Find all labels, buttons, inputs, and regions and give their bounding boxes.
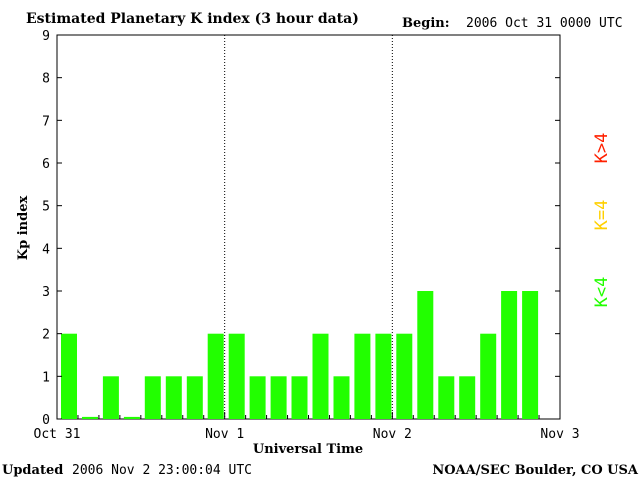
legend: K>4 K=4 K<4 — [592, 133, 612, 308]
updated-label: Updated — [2, 463, 63, 478]
kp-bar — [522, 291, 539, 419]
x-tick-label: Nov 3 — [540, 427, 579, 442]
kp-bar — [375, 333, 392, 419]
y-tick-label: 5 — [42, 200, 50, 215]
kp-bar — [186, 376, 203, 419]
x-tick-label: Oct 31 — [34, 427, 81, 442]
kp-bar — [396, 333, 413, 419]
kp-bar — [417, 291, 434, 419]
source-credit: NOAA/SEC Boulder, CO USA — [432, 463, 639, 478]
begin-value: 2006 Oct 31 0000 UTC — [466, 16, 623, 31]
y-tick-label: 8 — [42, 72, 50, 87]
x-tick-label: Nov 2 — [373, 427, 412, 442]
y-tick-label: 1 — [42, 370, 50, 385]
updated-value: 2006 Nov 2 23:00:04 UTC — [72, 463, 252, 478]
kp-bar — [228, 333, 245, 419]
chart-title: Estimated Planetary K index (3 hour data… — [26, 11, 359, 27]
kp-bar — [354, 333, 371, 419]
x-axis-label: Universal Time — [253, 442, 363, 457]
x-tick-label: Nov 1 — [205, 427, 244, 442]
begin-label: Begin: — [402, 16, 450, 31]
kp-bar — [270, 376, 287, 419]
kp-bar — [123, 416, 140, 419]
kp-bar — [459, 376, 476, 419]
kp-bar — [438, 376, 455, 419]
kp-bar — [501, 291, 518, 419]
kp-bar — [207, 333, 224, 419]
y-tick-label: 4 — [42, 242, 50, 257]
kp-bar — [82, 416, 98, 419]
kp-bar — [312, 333, 329, 419]
kp-bar — [144, 376, 161, 419]
y-tick-label: 6 — [42, 157, 50, 172]
kp-bar — [102, 376, 119, 419]
kp-bar — [333, 376, 350, 419]
y-tick-label: 0 — [42, 413, 50, 428]
y-tick-label: 2 — [42, 328, 50, 343]
y-tick-label: 7 — [42, 114, 50, 129]
legend-k-equal-4: K=4 — [592, 200, 612, 231]
kp-bar — [165, 376, 182, 419]
legend-k-above-4: K>4 — [592, 133, 612, 164]
kp-bar — [480, 333, 497, 419]
y-axis-label: Kp index — [16, 196, 31, 261]
y-tick-label: 3 — [42, 285, 50, 300]
kp-bar — [61, 333, 77, 419]
legend-k-below-4: K<4 — [592, 277, 612, 308]
kp-bar — [291, 376, 308, 419]
y-tick-label: 9 — [42, 29, 50, 44]
kp-bar — [249, 376, 266, 419]
